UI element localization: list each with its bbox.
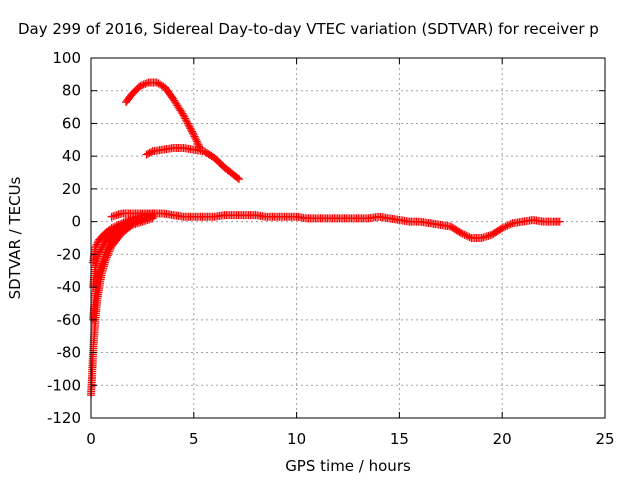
y-tick-label: -80	[57, 344, 82, 362]
data-point	[188, 127, 197, 136]
chart-title: Day 299 of 2016, Sidereal Day-to-day VTE…	[18, 20, 599, 38]
data-point	[177, 108, 186, 116]
data-point	[183, 119, 192, 128]
data-point	[186, 124, 195, 133]
axis-ticks: 0 5 10 15 20 25 -120 -100 -80 -60 -40 -20 0 20 40 60 80 1…	[47, 49, 615, 448]
data-point	[188, 129, 197, 138]
y-axis-label: SDTVAR / TECUs	[6, 176, 24, 299]
data-point	[498, 224, 507, 233]
data-point	[189, 130, 198, 139]
data-point	[136, 81, 145, 90]
data-point	[171, 98, 180, 107]
data-point	[465, 233, 474, 242]
y-tick-label: -120	[47, 409, 81, 427]
data-point	[182, 116, 191, 125]
data-point	[187, 126, 196, 134]
data-point	[462, 231, 471, 240]
data-point	[503, 221, 512, 230]
data-point	[92, 240, 101, 249]
data-point	[174, 103, 183, 112]
y-tick-label: 60	[62, 114, 81, 132]
data-point	[233, 174, 242, 182]
data-point	[91, 242, 100, 251]
y-tick-label: 20	[62, 180, 81, 198]
data-point	[173, 101, 182, 110]
x-tick-label: 10	[287, 430, 306, 448]
data-point	[555, 217, 564, 226]
data-point	[192, 137, 201, 146]
data-point	[499, 223, 508, 232]
data-point	[175, 104, 184, 113]
data-point	[506, 220, 515, 229]
data-point	[181, 114, 190, 123]
data-point	[235, 175, 244, 184]
data-point	[105, 247, 114, 256]
x-tick-label: 15	[390, 430, 409, 448]
x-tick-label: 25	[595, 430, 614, 448]
data-point	[457, 229, 466, 238]
data-point	[193, 139, 202, 148]
data-point	[170, 96, 179, 105]
data-point	[157, 81, 166, 90]
data-point	[101, 256, 110, 265]
y-tick-label: 80	[62, 82, 81, 100]
data-point	[192, 135, 201, 144]
data-point	[137, 81, 146, 90]
x-tick-label: 20	[493, 430, 512, 448]
data-point	[180, 112, 189, 121]
data-point	[93, 238, 102, 247]
y-tick-label: 100	[52, 49, 81, 67]
data-point	[91, 243, 100, 252]
data-point	[148, 214, 157, 223]
data-point	[184, 121, 193, 130]
data-point	[505, 220, 514, 229]
data-point	[179, 111, 188, 120]
data-points	[87, 78, 564, 400]
data-point	[460, 230, 469, 239]
data-point	[104, 249, 113, 258]
data-point	[152, 78, 161, 87]
y-tick-label: 0	[71, 213, 81, 231]
y-tick-label: -20	[57, 245, 82, 263]
data-point	[156, 80, 165, 89]
data-point	[106, 245, 115, 254]
data-point	[102, 255, 111, 264]
data-point	[501, 222, 510, 231]
data-point	[141, 79, 150, 88]
data-point	[106, 244, 115, 253]
x-tick-label: 5	[189, 430, 199, 448]
data-point	[191, 134, 200, 143]
data-point	[185, 122, 194, 131]
y-tick-label: -60	[57, 311, 82, 329]
data-point	[463, 232, 472, 241]
data-point	[182, 117, 191, 126]
x-tick-label: 0	[86, 430, 96, 448]
data-point	[190, 132, 199, 141]
plot-border	[90, 57, 606, 419]
data-point	[139, 80, 148, 89]
y-tick-label: -40	[57, 278, 82, 296]
data-point	[102, 253, 111, 262]
grid	[91, 58, 605, 418]
data-point	[458, 229, 467, 238]
data-point	[176, 106, 185, 115]
y-tick-label: 40	[62, 147, 81, 165]
data-point	[172, 99, 181, 108]
data-point	[142, 79, 151, 88]
data-point	[103, 251, 112, 260]
data-point	[154, 79, 163, 88]
data-point	[169, 94, 178, 103]
data-point	[178, 109, 187, 118]
x-axis-label: GPS time / hours	[285, 457, 411, 475]
y-tick-label: -100	[47, 376, 81, 394]
